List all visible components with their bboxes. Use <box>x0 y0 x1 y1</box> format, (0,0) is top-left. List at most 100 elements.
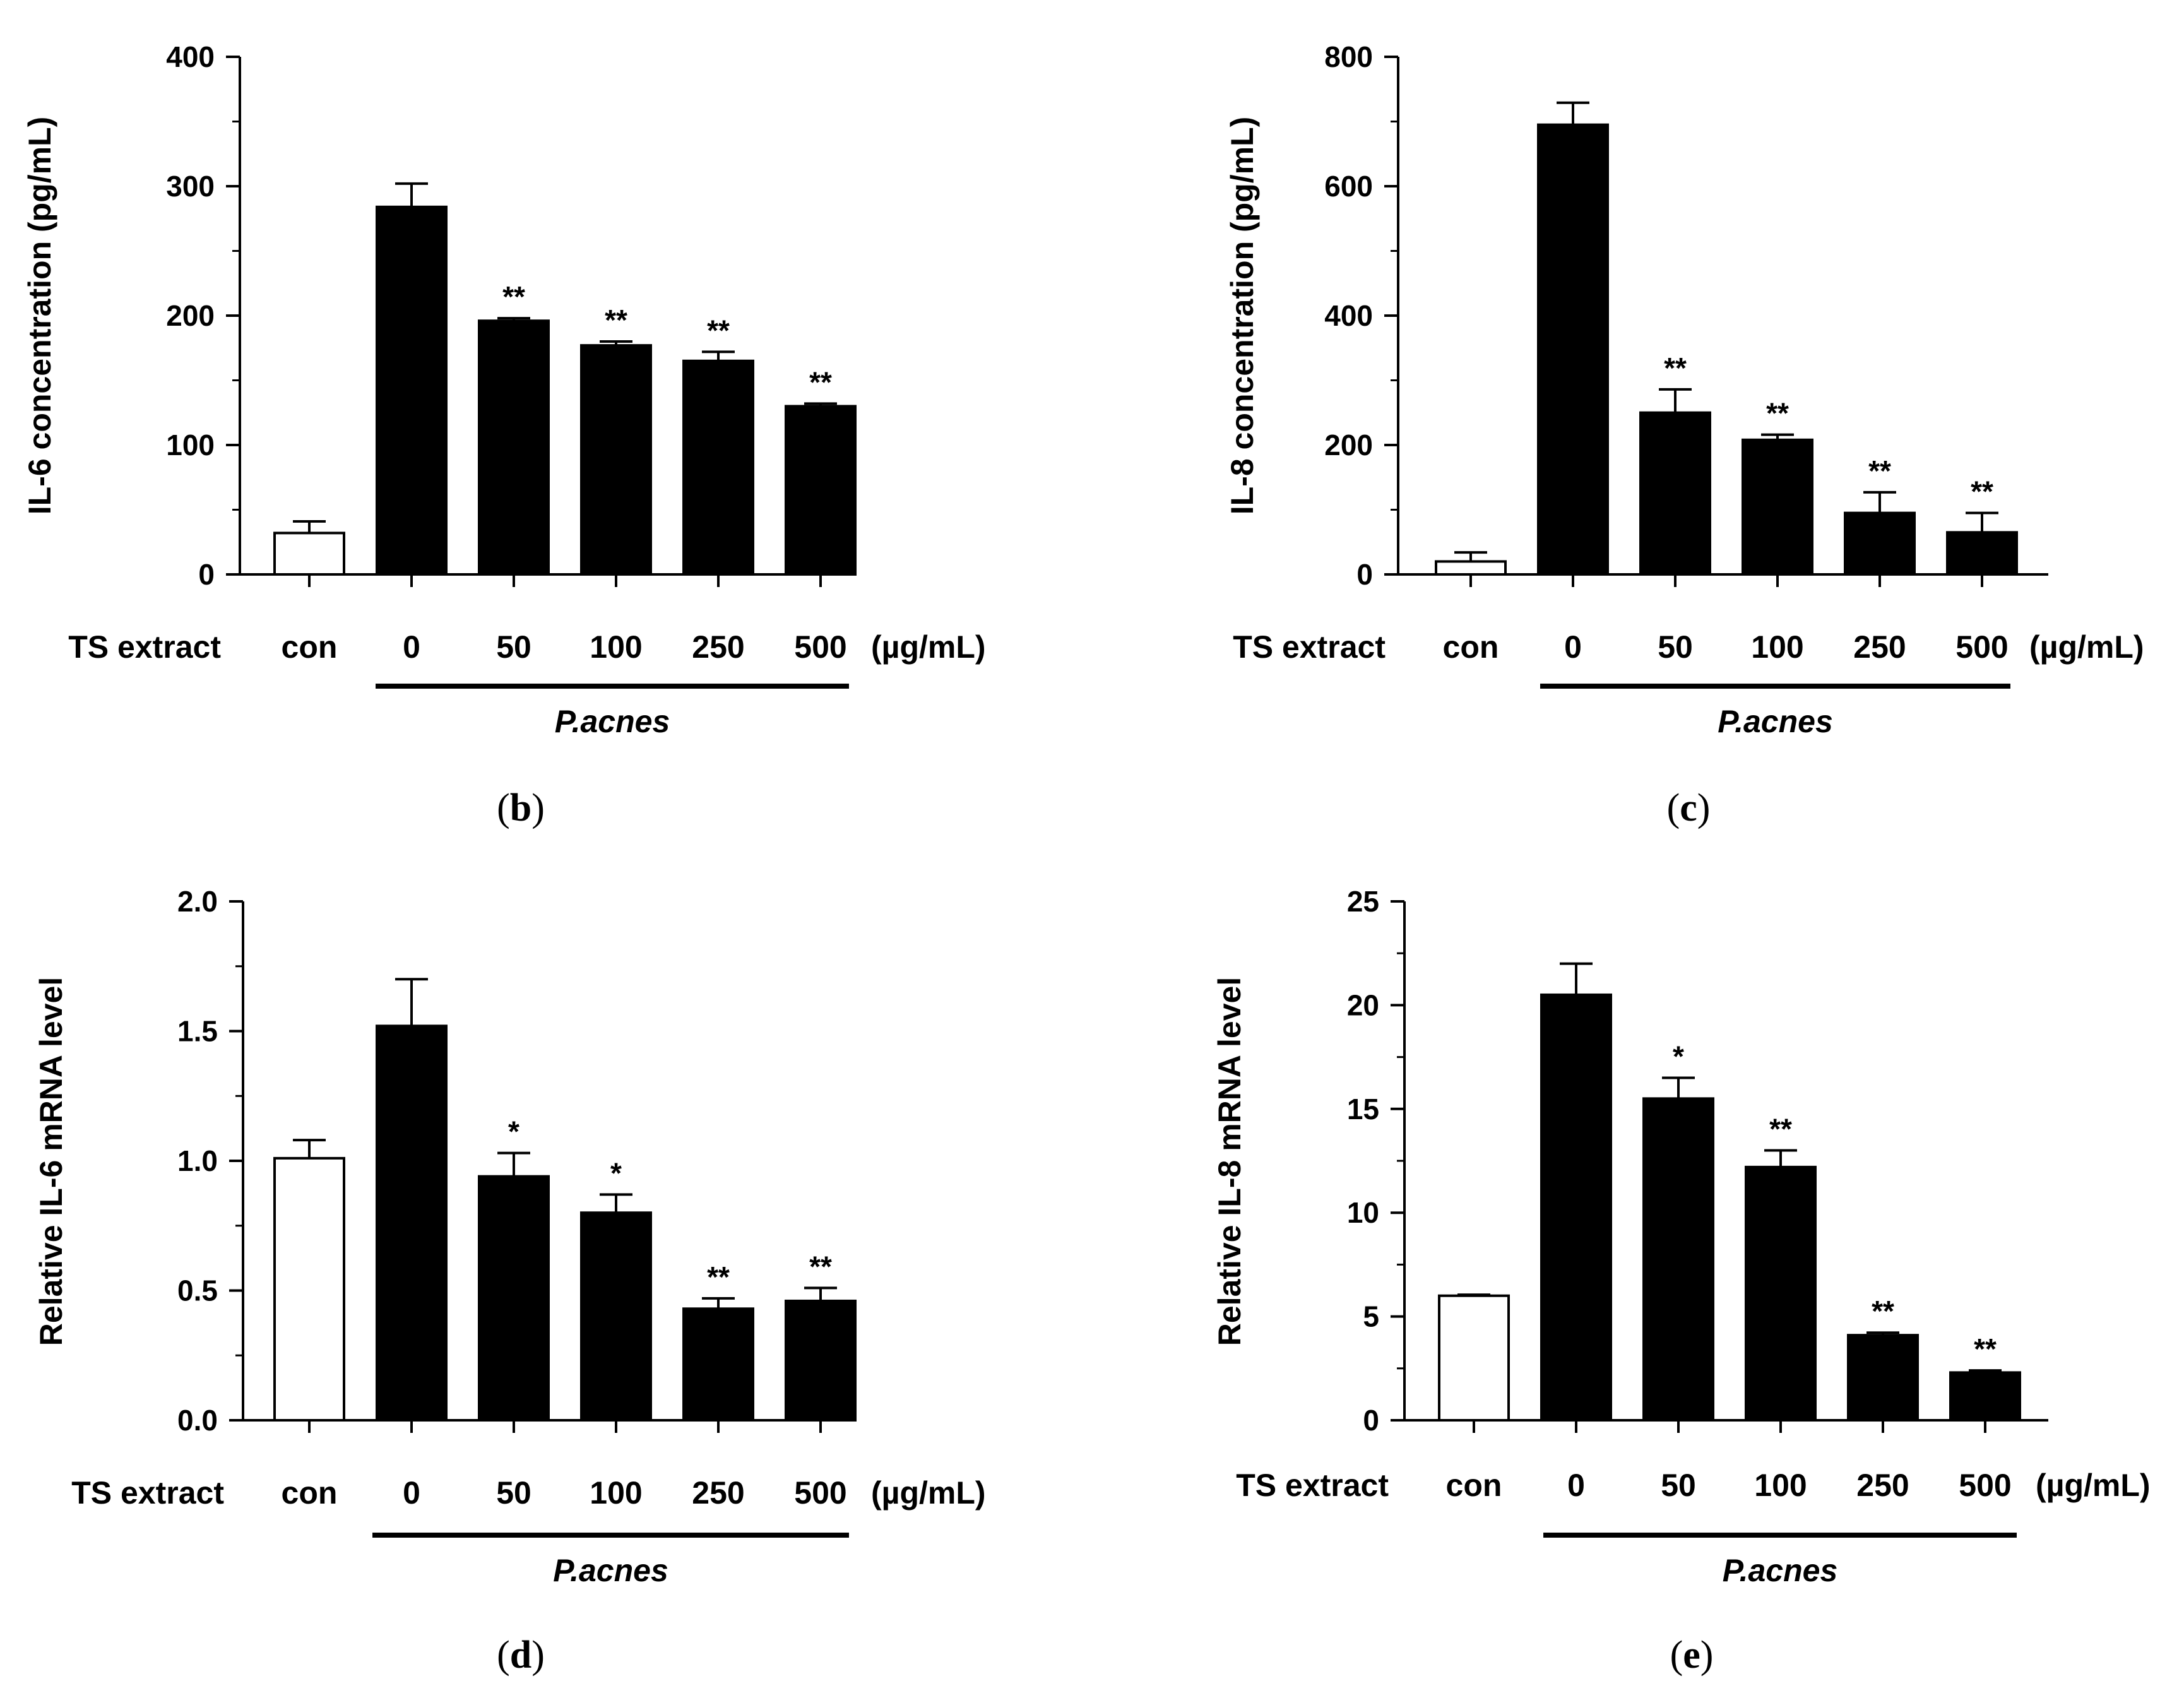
bar-250 <box>1847 1334 1919 1422</box>
caption-close-paren: ) <box>1697 787 1711 829</box>
significance-marker: ** <box>1664 352 1687 384</box>
x-category-label: 100 <box>1751 629 1803 665</box>
y-tick-label: 15 <box>1347 1093 1379 1125</box>
caption-letter: b <box>510 787 531 829</box>
y-tick-label: 0 <box>198 558 215 591</box>
bar-500 <box>785 405 857 576</box>
unit-label: (µg/mL) <box>871 629 986 665</box>
bar-con <box>1438 1294 1510 1422</box>
bar-50 <box>1639 411 1711 576</box>
x-category-label: 100 <box>590 1475 642 1511</box>
bar-100 <box>1742 438 1813 576</box>
y-tick-label: 0 <box>1363 1404 1379 1437</box>
bar-0 <box>1537 123 1609 576</box>
significance-marker: ** <box>707 314 730 347</box>
y-axis-title: IL-8 concentration (pg/mL) <box>1225 117 1260 515</box>
y-tick-label: 2.0 <box>177 885 218 918</box>
bar-0 <box>1540 993 1612 1422</box>
y-tick-label: 400 <box>166 40 215 73</box>
bar-500 <box>1949 1371 2021 1422</box>
group-label: P.acnes <box>1723 1553 1838 1588</box>
y-axis-title: Relative IL-8 mRNA level <box>1212 977 1247 1346</box>
y-tick-label: 1.5 <box>177 1015 218 1048</box>
significance-marker: ** <box>1766 397 1789 430</box>
x-category-label: 250 <box>692 629 744 665</box>
group-label: P.acnes <box>553 1553 668 1588</box>
x-category-label: con <box>1446 1468 1502 1503</box>
caption-close-paren: ) <box>1700 1634 1714 1677</box>
x-category-label: 500 <box>1956 629 2008 665</box>
caption-open-paren: ( <box>497 1634 510 1677</box>
significance-marker: ** <box>707 1261 730 1293</box>
panel-caption: (c) <box>1667 787 1711 829</box>
significance-marker: ** <box>502 280 525 313</box>
x-category-label: 0 <box>1567 1468 1585 1503</box>
caption-open-paren: ( <box>1667 787 1680 829</box>
group-label: P.acnes <box>1718 704 1833 739</box>
x-category-label: 100 <box>1754 1468 1807 1503</box>
significance-marker: ** <box>1872 1295 1894 1327</box>
bar-250 <box>682 1307 754 1422</box>
x-category-label: 100 <box>590 629 642 665</box>
bar-500 <box>1946 531 2018 576</box>
y-tick-label: 300 <box>166 170 215 203</box>
significance-marker: ** <box>809 1250 832 1283</box>
caption-close-paren: ) <box>531 787 545 829</box>
bar-con <box>273 1156 345 1422</box>
x-category-label: 250 <box>692 1475 744 1511</box>
bar-500 <box>785 1299 857 1422</box>
bar-0 <box>376 1024 448 1422</box>
bar-50 <box>478 319 550 576</box>
caption-close-paren: ) <box>531 1634 545 1677</box>
x-category-label: 250 <box>1853 629 1906 665</box>
x-axis-title: TS extract <box>68 629 221 665</box>
panel-caption: (b) <box>497 787 545 829</box>
x-category-label: 500 <box>794 629 846 665</box>
significance-marker: ** <box>1971 475 1993 508</box>
x-axis-title: TS extract <box>1233 629 1386 665</box>
caption-letter: e <box>1683 1634 1700 1677</box>
y-axis-title: IL-6 concentration (pg/mL) <box>22 117 57 515</box>
significance-marker: * <box>1673 1040 1684 1072</box>
significance-marker: ** <box>1868 454 1891 487</box>
x-category-label: 50 <box>1658 629 1693 665</box>
y-tick-label: 5 <box>1363 1300 1379 1333</box>
y-tick-label: 0.0 <box>177 1404 218 1437</box>
significance-marker: ** <box>1974 1333 1997 1365</box>
bar-100 <box>580 344 652 576</box>
y-tick-label: 600 <box>1324 170 1373 203</box>
y-tick-label: 0.5 <box>177 1274 218 1307</box>
bar-con <box>1435 560 1507 576</box>
bar-250 <box>1844 511 1916 576</box>
bar-con <box>273 531 345 576</box>
significance-marker: ** <box>1769 1113 1792 1146</box>
x-axis-title: TS extract <box>1236 1468 1389 1503</box>
panel-c: 0 200 400 600 800 IL-8 concentration (pg/mL) c… <box>1225 40 2144 829</box>
x-axis-title: TS extract <box>71 1475 224 1511</box>
y-tick-label: 400 <box>1324 299 1373 332</box>
panel-d: 0.0 0.5 1.0 1.5 2.0 Relative IL-6 mRNA level c… <box>33 885 986 1677</box>
y-axis-title: Relative IL-6 mRNA level <box>33 977 69 1346</box>
x-category-label: 50 <box>1661 1468 1696 1503</box>
panel-caption: (d) <box>497 1634 545 1677</box>
y-tick-label: 0 <box>1356 558 1373 591</box>
caption-letter: d <box>510 1634 531 1677</box>
significance-marker: * <box>508 1115 519 1148</box>
bar-100 <box>1745 1165 1817 1422</box>
y-tick-label: 20 <box>1347 989 1379 1021</box>
group-label: P.acnes <box>555 704 670 739</box>
unit-label: (µg/mL) <box>871 1475 986 1511</box>
caption-open-paren: ( <box>1670 1634 1683 1677</box>
x-category-label: 50 <box>496 1475 531 1511</box>
panel-e: 0 5 10 15 20 25 Relative IL-8 mRNA level con 0 50… <box>1212 885 2151 1677</box>
x-category-label: 0 <box>1564 629 1582 665</box>
significance-marker: ** <box>809 365 832 398</box>
bar-100 <box>580 1211 652 1422</box>
y-tick-label: 200 <box>1324 429 1373 461</box>
bar-0 <box>376 205 448 576</box>
x-category-label: con <box>282 1475 338 1511</box>
x-category-label: 0 <box>403 1475 420 1511</box>
bar-250 <box>682 359 754 576</box>
caption-letter: c <box>1680 787 1697 829</box>
